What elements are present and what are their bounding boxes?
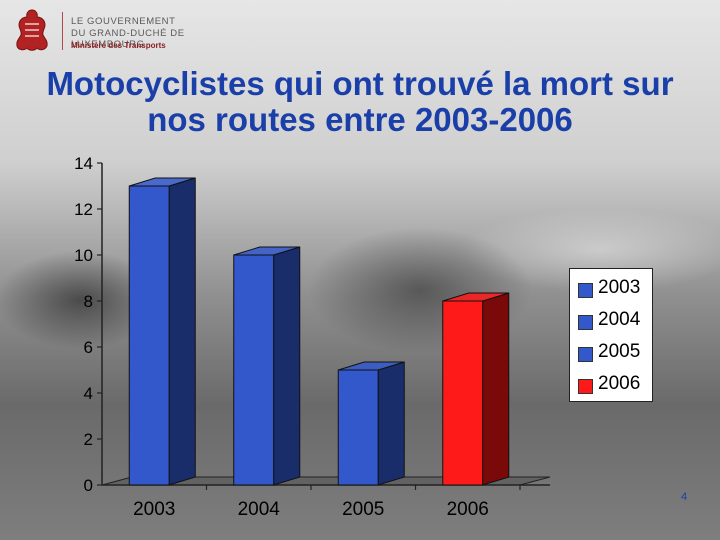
- chart-tick-labels: 0 2 4 6 8 10 12 14 2003 2004 2005 2006: [74, 154, 489, 520]
- x-tick-label: 2005: [342, 499, 384, 520]
- chart-axes: [97, 162, 551, 490]
- y-tick-label: 10: [74, 246, 93, 265]
- bar-top: [338, 361, 405, 371]
- y-tick-label: 6: [84, 338, 93, 357]
- legend-label: 2005: [598, 341, 641, 362]
- bar-front: [442, 300, 484, 486]
- lion-crest-icon: [16, 9, 48, 51]
- x-tick-label: 2006: [447, 499, 489, 520]
- y-tick-label: 4: [84, 384, 93, 403]
- logo-divider: [62, 12, 63, 50]
- y-tick-label: 2: [84, 430, 93, 449]
- bar-side: [168, 177, 196, 486]
- x-tick-label: 2004: [238, 499, 281, 520]
- logo-ministry: Ministère des Transports: [71, 41, 166, 50]
- x-tick-label: 2003: [133, 499, 175, 520]
- bar-top: [442, 292, 509, 302]
- bar-side: [273, 246, 301, 486]
- logo-line-1: Le Gouvernement: [71, 16, 176, 27]
- bar-2003: [128, 177, 196, 486]
- bar-front: [233, 254, 275, 486]
- logo-line-2: du Grand-Duché de Luxembourg: [71, 28, 185, 50]
- legend-swatch: [578, 315, 593, 330]
- y-tick-label: 14: [74, 154, 93, 173]
- bar-top: [233, 246, 300, 256]
- bar-2004: [233, 246, 301, 486]
- legend-swatch: [578, 283, 593, 298]
- bar-2006: [442, 292, 510, 486]
- y-tick-label: 12: [74, 200, 93, 219]
- y-tick-label: 0: [84, 476, 93, 495]
- government-logo: Le Gouvernement du Grand-Duché de Luxemb…: [10, 6, 220, 56]
- bar-side: [482, 292, 510, 486]
- legend-swatch: [578, 379, 593, 394]
- chart-bars: [128, 177, 510, 486]
- legend-label: 2004: [598, 309, 641, 330]
- chart-title: Motocyclistes qui ont trouvé la mort sur…: [46, 65, 674, 139]
- legend-swatch: [578, 347, 593, 362]
- legend-label: 2003: [598, 277, 641, 298]
- bar-side: [377, 361, 405, 486]
- bar-front: [337, 369, 379, 486]
- bar-front: [128, 185, 170, 486]
- y-tick-label: 8: [84, 292, 93, 311]
- bar-top: [129, 177, 196, 187]
- bar-2005: [337, 361, 405, 486]
- chart-legend: 2003 2004 2005 2006: [569, 268, 653, 402]
- page-number: 4: [681, 491, 688, 503]
- legend-label: 2006: [598, 373, 641, 394]
